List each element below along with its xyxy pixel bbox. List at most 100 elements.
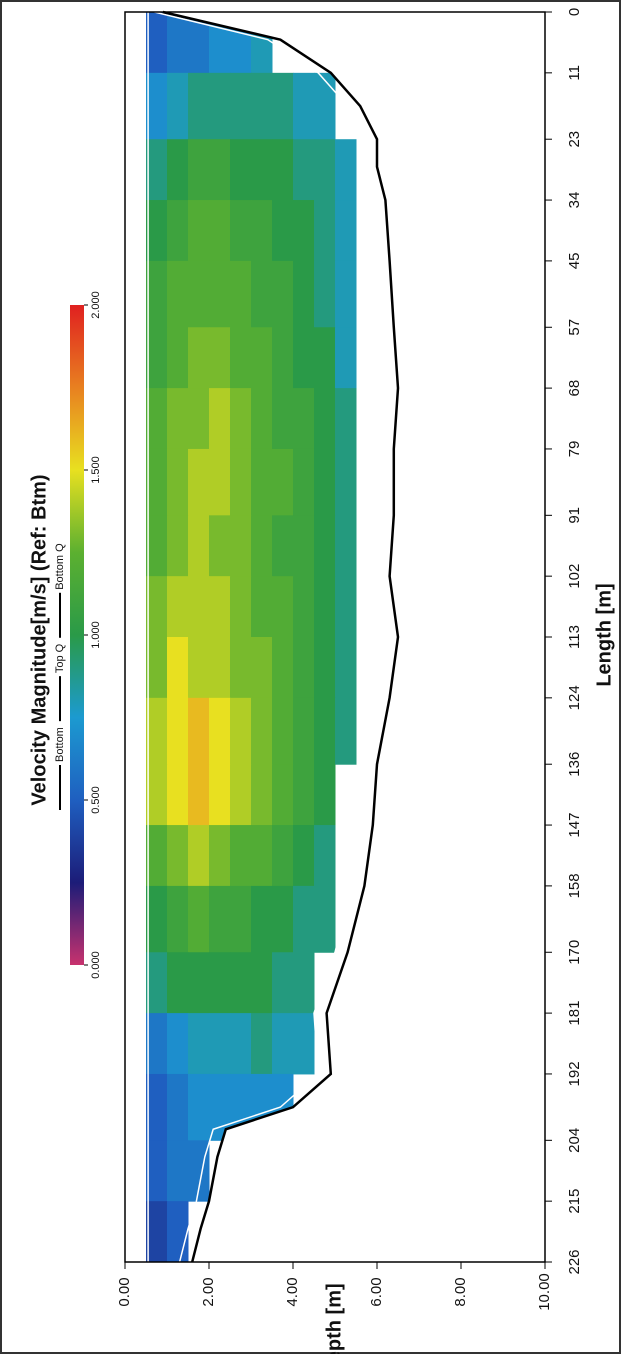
heat-cell	[209, 885, 231, 953]
heat-cell	[272, 1013, 294, 1075]
heat-cell	[188, 885, 210, 953]
heat-cell	[335, 260, 357, 328]
heat-cell	[188, 576, 210, 638]
heat-cell	[272, 72, 294, 140]
heat-cell	[251, 260, 273, 328]
heat-cell	[167, 885, 189, 953]
heat-cell	[251, 388, 273, 450]
heat-cell	[272, 200, 294, 262]
heat-cell	[272, 764, 294, 826]
heat-cell	[293, 72, 315, 140]
heat-cell	[188, 952, 210, 1014]
heat-cell	[209, 637, 231, 699]
y-tick-label: 0.00	[116, 1277, 133, 1306]
x-tick-label: 170	[566, 940, 583, 965]
heat-cell	[335, 576, 357, 638]
heat-cell	[230, 388, 252, 450]
heat-cell	[272, 697, 294, 765]
heat-cell	[188, 327, 210, 389]
heat-cell	[251, 515, 273, 577]
heat-cell	[146, 12, 168, 74]
heat-cell	[272, 448, 294, 516]
heat-cell	[335, 388, 357, 450]
x-tick-label: 68	[566, 380, 583, 397]
heat-cell	[272, 576, 294, 638]
y-tick-label: 2.00	[200, 1277, 217, 1306]
heat-cell	[188, 697, 210, 765]
heat-cell	[209, 764, 231, 826]
heat-cell	[230, 327, 252, 389]
heat-cell	[314, 515, 336, 577]
heat-cell	[335, 515, 357, 577]
heat-cell	[251, 637, 273, 699]
heat-cell	[314, 200, 336, 262]
heat-cell	[272, 515, 294, 577]
x-tick-label: 147	[566, 813, 583, 838]
heat-cell	[335, 139, 357, 201]
y-tick-label: 8.00	[452, 1277, 469, 1306]
heat-cell	[272, 952, 294, 1014]
heat-cell	[251, 825, 273, 887]
heat-cell	[209, 1013, 231, 1075]
heat-cell	[251, 200, 273, 262]
heat-cell	[167, 388, 189, 450]
heat-cell	[146, 885, 168, 953]
heat-cell	[146, 1013, 168, 1075]
heat-cell	[230, 200, 252, 262]
heat-cell	[272, 327, 294, 389]
heat-cell	[188, 825, 210, 887]
heat-cell	[293, 764, 315, 826]
heat-cell	[167, 697, 189, 765]
colorbar-tick-label: 1.500	[90, 456, 102, 484]
heat-cell	[146, 388, 168, 450]
heat-cell	[251, 764, 273, 826]
heat-cell	[209, 260, 231, 328]
heat-cell	[293, 825, 315, 887]
heat-cell	[146, 260, 168, 328]
heat-cell	[209, 697, 231, 765]
x-tick-label: 0	[566, 8, 583, 16]
heat-cell	[314, 139, 336, 201]
heat-cell	[314, 327, 336, 389]
legend-label: Bottom Q	[54, 543, 66, 590]
heat-cell	[293, 448, 315, 516]
series-line	[154, 11, 387, 1263]
heat-cell	[146, 139, 168, 201]
heat-cell	[293, 515, 315, 577]
heat-cell	[293, 885, 315, 953]
heat-cell	[146, 327, 168, 389]
heat-cell	[167, 576, 189, 638]
heat-cell	[230, 576, 252, 638]
y-tick-label: 10.00	[536, 1273, 553, 1311]
heat-cell	[335, 327, 357, 389]
heat-cell	[209, 72, 231, 140]
heat-cell	[230, 825, 252, 887]
heat-cell	[146, 515, 168, 577]
heat-cell	[209, 515, 231, 577]
heat-cell	[251, 952, 273, 1014]
heat-cell	[167, 1201, 189, 1263]
heat-cell	[167, 260, 189, 328]
x-axis-label: Length [m]	[593, 583, 615, 686]
heat-cell	[146, 952, 168, 1014]
heat-cell	[188, 1073, 210, 1141]
x-tick-label: 158	[566, 873, 583, 898]
heat-cell	[167, 12, 189, 74]
heat-cell	[167, 825, 189, 887]
heat-cell	[146, 697, 168, 765]
heat-cell	[230, 697, 252, 765]
x-tick-label: 79	[566, 441, 583, 458]
heat-cell	[230, 448, 252, 516]
heat-cell	[293, 200, 315, 262]
colorbar	[70, 305, 84, 965]
x-tick-label: 113	[566, 625, 583, 649]
heat-cell	[230, 515, 252, 577]
heat-cell	[167, 448, 189, 516]
series-line	[162, 10, 400, 1263]
heat-cell	[314, 885, 336, 953]
heat-cell	[209, 576, 231, 638]
heat-cell	[167, 637, 189, 699]
heat-cell	[230, 72, 252, 140]
heat-cell	[251, 885, 273, 953]
x-tick-label: 226	[566, 1249, 583, 1274]
